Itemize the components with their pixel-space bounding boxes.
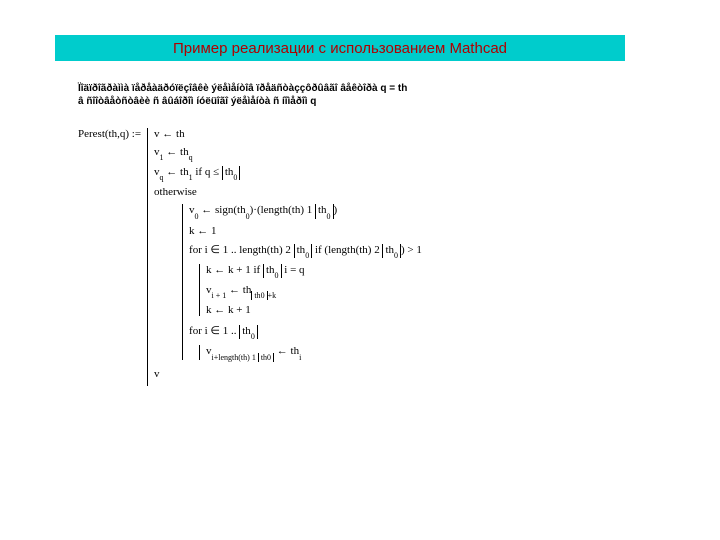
mathcad-code: Perest(th,q) := v ← th v1 ← thq vq ← th1… <box>78 128 422 386</box>
line-vq-th1-if: vq ← th1 if q ≤ th0 <box>154 166 422 180</box>
inner-k-if: k ← k + 1 if th0 i = q <box>206 264 422 278</box>
ow-line-for1: for i ∈ 1 .. length(th) 2 th0 if (length… <box>189 243 422 258</box>
line-v1-thq: v1 ← thq <box>154 146 422 160</box>
inner-vi1: vi + 1 ← thth0+k <box>206 284 422 298</box>
ow-line-for2: for i ∈ 1 .. th0 <box>189 324 422 339</box>
main-body-bar: v ← th v1 ← thq vq ← th1 if q ≤ th0 othe… <box>147 128 422 386</box>
return-v: v <box>154 368 422 380</box>
inner-for-body: k ← k + 1 if th0 i = q vi + 1 ← thth0+k … <box>199 264 422 316</box>
otherwise-body: v0 ← sign(th0)·(length(th) 1 th0) k ← 1 … <box>182 204 422 359</box>
function-signature: Perest(th,q) := <box>78 128 141 140</box>
desc-line-2: â ñîîòâåòñòâèè ñ âûáîðîì íóëüîãî ýëåìåíò… <box>78 95 407 108</box>
ow-line-v0: v0 ← sign(th0)·(length(th) 1 th0) <box>189 204 422 218</box>
line-v-th: v ← th <box>154 128 422 140</box>
header-bar: Пример реализации с использованием Mathc… <box>55 35 625 61</box>
header-title: Пример реализации с использованием Mathc… <box>173 40 507 57</box>
desc-line-1: Ïîäïðîãðàììà ïåðåàäðóïëçîâêè ýëåìåíòîâ ï… <box>78 82 407 95</box>
line-otherwise: otherwise <box>154 186 422 198</box>
inner-kk1: k ← k + 1 <box>206 304 422 316</box>
ow-line-k1: k ← 1 <box>189 225 422 237</box>
for2-line: vi+length(th) 1 th0 ← thi <box>206 345 422 359</box>
description-block: Ïîäïðîãðàììà ïåðåàäðóïëçîâêè ýëåìåíòîâ ï… <box>78 82 407 108</box>
for2-body: vi+length(th) 1 th0 ← thi <box>199 345 422 359</box>
